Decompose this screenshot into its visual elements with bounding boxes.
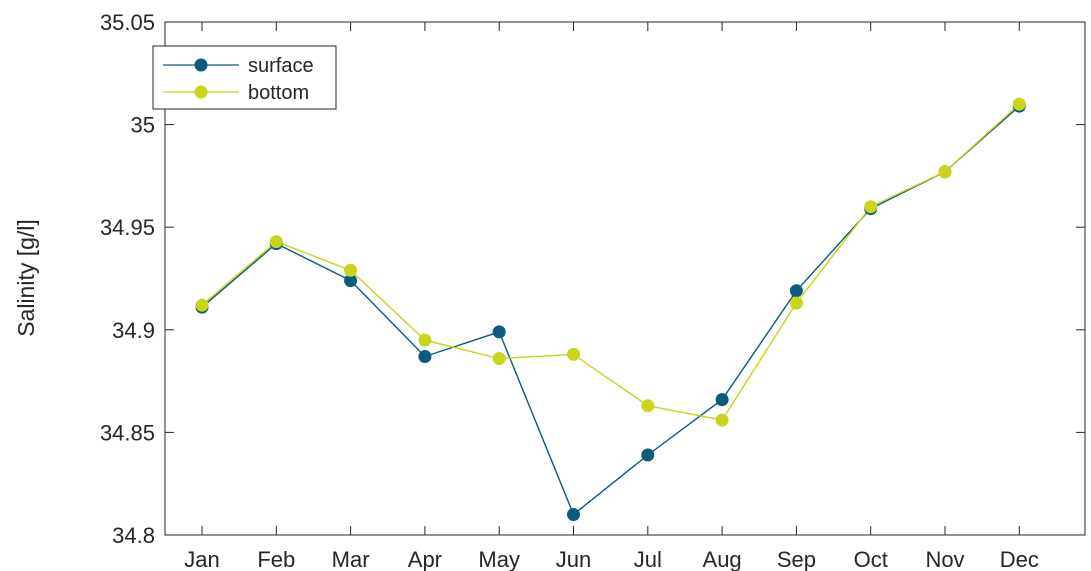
y-tick-label: 34.95 — [100, 215, 155, 240]
data-point-bottom — [344, 263, 358, 277]
data-point-bottom — [789, 296, 803, 310]
x-tick-label: Nov — [925, 547, 964, 571]
data-point-surface — [344, 274, 358, 288]
x-tick-label: Mar — [332, 547, 370, 571]
x-tick-label: May — [478, 547, 520, 571]
y-tick-label: 35 — [131, 113, 155, 138]
data-point-bottom — [1012, 97, 1026, 111]
data-point-bottom — [269, 235, 283, 249]
data-point-surface — [418, 350, 432, 363]
legend-label-surface: surface — [248, 55, 314, 77]
series-line-surface — [201, 105, 1020, 516]
x-tick-label: Jun — [556, 547, 591, 571]
data-point-bottom — [492, 352, 506, 365]
data-point-bottom — [641, 399, 655, 413]
data-point-surface — [641, 448, 655, 462]
series-line-bottom — [201, 103, 1020, 421]
x-tick-label: Apr — [408, 547, 442, 571]
y-axis-ticks: 34.8 34.85 34.9 34.95 35 35.05 — [100, 10, 1085, 548]
data-point-bottom — [567, 347, 580, 361]
legend-marker-bottom — [194, 85, 208, 99]
legend: surface bottom — [152, 45, 337, 110]
series-layer — [195, 97, 1026, 521]
y-tick-label: 34.85 — [100, 420, 155, 445]
data-point-bottom — [715, 413, 729, 427]
data-point-bottom — [938, 165, 952, 179]
legend-label-bottom: bottom — [248, 82, 309, 104]
y-tick-label: 34.9 — [112, 318, 155, 343]
x-tick-label: Dec — [1000, 547, 1039, 571]
y-tick-label: 35.05 — [100, 10, 155, 35]
data-point-surface — [789, 284, 803, 298]
data-point-bottom — [418, 333, 432, 347]
x-tick-label: Sep — [777, 547, 816, 571]
x-tick-label: Jul — [634, 547, 662, 571]
x-tick-label: Feb — [257, 547, 295, 571]
y-axis-label: Salinity [g/l] — [13, 219, 39, 337]
x-tick-label: Oct — [854, 547, 888, 571]
data-point-bottom — [195, 298, 209, 312]
data-point-surface — [492, 325, 506, 339]
legend-box — [152, 45, 337, 110]
data-point-surface — [715, 393, 729, 407]
y-tick-label: 34.8 — [112, 523, 155, 548]
legend-marker-surface — [194, 58, 208, 72]
x-tick-label: Aug — [703, 547, 742, 571]
x-axis-ticks: Jan Feb Mar Apr May Jun Jul Aug Sep Oct Nov Dec — [184, 22, 1039, 571]
data-point-surface — [567, 508, 580, 521]
data-point-bottom — [864, 200, 878, 214]
x-tick-label: Jan — [184, 547, 219, 571]
